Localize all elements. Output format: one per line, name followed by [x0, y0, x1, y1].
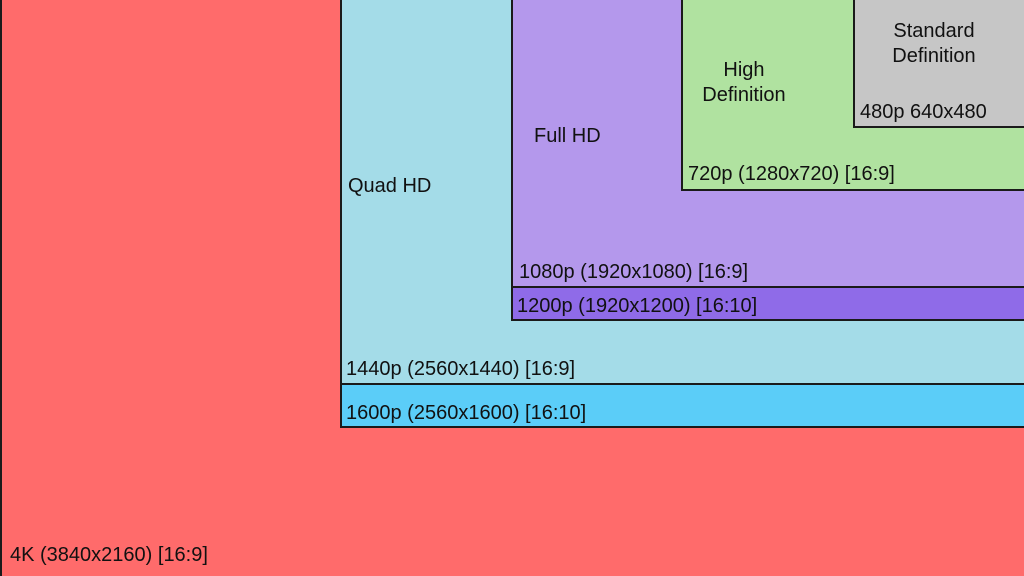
name-standard-definition-line2: Definition — [892, 45, 976, 67]
rect-480p — [853, 0, 1024, 128]
label-1440p: 1440p (2560x1440) [16:9] — [346, 358, 576, 380]
name-high-definition-line2: Definition — [702, 84, 786, 106]
label-720p: 720p (1280x720) [16:9] — [688, 163, 895, 185]
label-480p: 480p 640x480 — [860, 101, 987, 123]
name-high-definition: High Definition — [694, 58, 794, 108]
name-full-hd: Full HD — [534, 125, 601, 147]
name-high-definition-line1: High — [723, 59, 765, 81]
label-1600p: 1600p (2560x1600) [16:10] — [346, 402, 587, 424]
name-standard-definition: Standard Definition — [881, 19, 987, 69]
label-1200p: 1200p (1920x1200) [16:10] — [517, 295, 758, 317]
name-standard-definition-line1: Standard — [893, 20, 975, 42]
name-quad-hd: Quad HD — [348, 175, 432, 197]
label-4k: 4K (3840x2160) [16:9] — [10, 544, 208, 566]
label-1080p: 1080p (1920x1080) [16:9] — [519, 261, 749, 283]
